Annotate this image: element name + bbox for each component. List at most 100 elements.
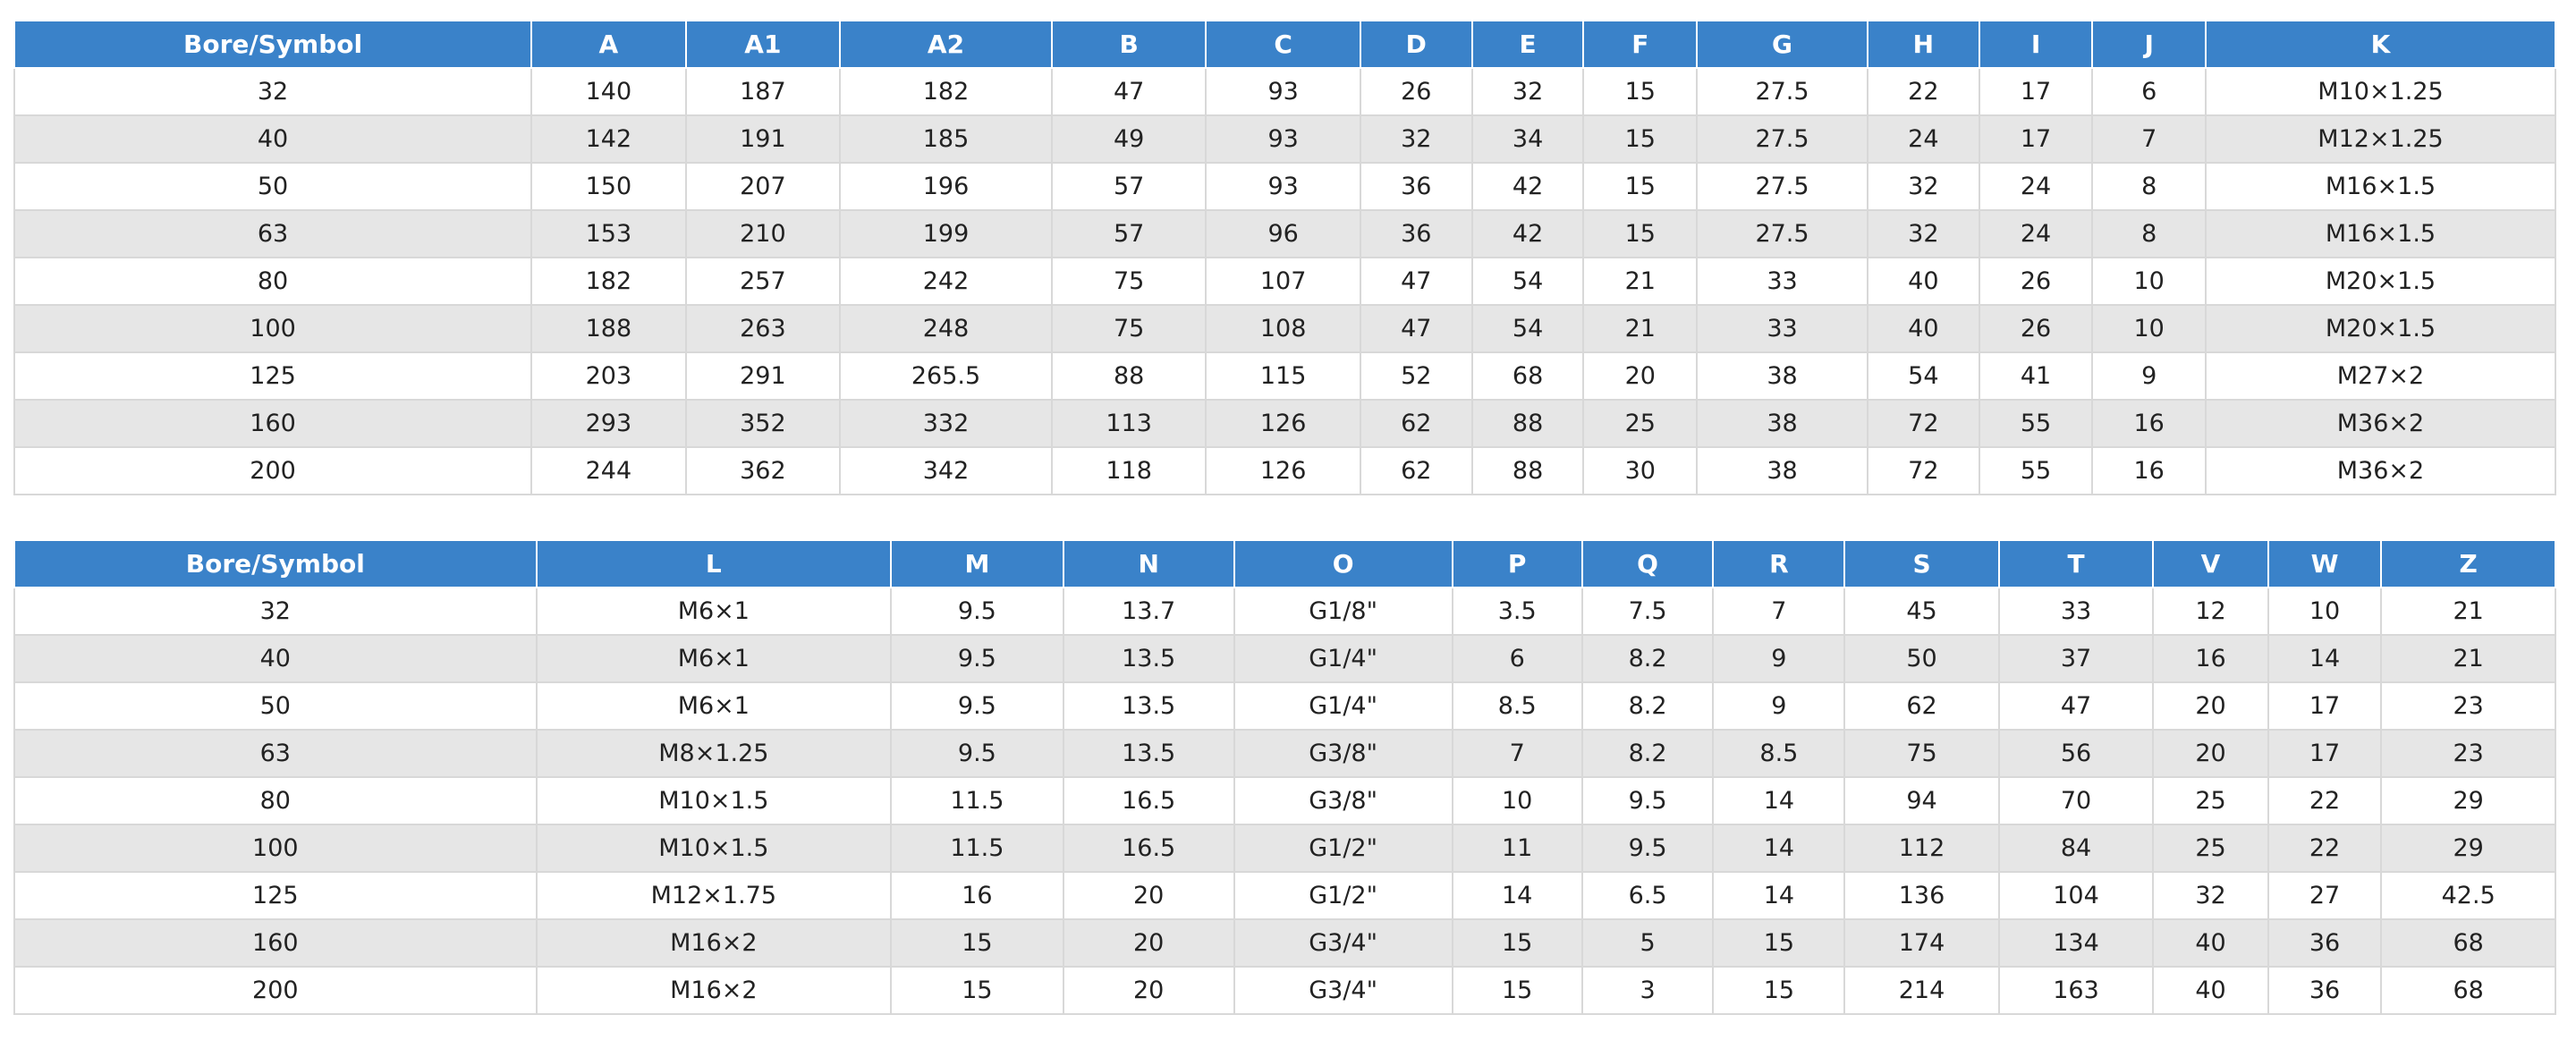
table-row: 125 203 291 265.5 88 115 52 68 20 38 54 41 9 M27×2 bbox=[13, 351, 2556, 401]
table-cell: 96 bbox=[1205, 209, 1361, 258]
table-cell: 14 bbox=[1712, 871, 1846, 920]
table-row: 160 293 352 332 113 126 62 88 25 38 72 55 16 M36×2 bbox=[13, 399, 2556, 448]
table-cell: 115 bbox=[1205, 351, 1361, 401]
table-cell: 63 bbox=[13, 209, 533, 258]
table-cell: 24 bbox=[1978, 209, 2094, 258]
table-row: 63 153 210 199 57 96 36 42 15 27.5 32 24 8 M16×1.5 bbox=[13, 209, 2556, 258]
table-cell: 11.5 bbox=[890, 824, 1064, 873]
table-cell: G3/8" bbox=[1233, 729, 1453, 778]
table-cell: 32 bbox=[1470, 67, 1585, 116]
table-cell: 25 bbox=[2152, 824, 2269, 873]
column-header: H bbox=[1866, 20, 1980, 69]
header-row: Bore/Symbol A A1 A2 B C D E F G H I J K bbox=[13, 20, 2556, 69]
column-header: C bbox=[1205, 20, 1361, 69]
table-cell: M10×1.25 bbox=[2205, 67, 2556, 116]
table-cell: 20 bbox=[1062, 918, 1235, 968]
table-cell: 27.5 bbox=[1696, 209, 1868, 258]
table-cell: 49 bbox=[1050, 114, 1208, 164]
table-cell: 38 bbox=[1696, 399, 1868, 448]
table-cell: 174 bbox=[1843, 918, 2000, 968]
table-cell: 25 bbox=[2152, 776, 2269, 825]
table-cell: 9.5 bbox=[890, 681, 1064, 731]
table-cell: 140 bbox=[530, 67, 687, 116]
table-cell: 33 bbox=[1696, 304, 1868, 353]
column-header: K bbox=[2205, 20, 2556, 69]
table-cell: 70 bbox=[1997, 776, 2155, 825]
table-cell: 14 bbox=[1451, 871, 1583, 920]
table-cell: 34 bbox=[1470, 114, 1585, 164]
table-cell: 150 bbox=[530, 162, 687, 211]
table-cell: 57 bbox=[1050, 209, 1208, 258]
table-row: 40 142 191 185 49 93 32 34 15 27.5 24 17 7 M12×1.25 bbox=[13, 114, 2556, 164]
table-cell: 199 bbox=[839, 209, 1053, 258]
table-cell: G1/4" bbox=[1233, 681, 1453, 731]
table-cell: 16 bbox=[2091, 446, 2207, 495]
table-cell: 40 bbox=[13, 634, 538, 683]
table-cell: 191 bbox=[684, 114, 842, 164]
table-cell: 63 bbox=[13, 729, 538, 778]
dimension-table: Bore/Symbol L M N O P Q R S T V W Z 32 M6×1 9.5 13.7 G1/8… bbox=[13, 539, 2556, 1015]
table-cell: 37 bbox=[1997, 634, 2155, 683]
column-header: O bbox=[1233, 539, 1453, 588]
table-cell: 13.5 bbox=[1062, 681, 1235, 731]
table-cell: 134 bbox=[1997, 918, 2155, 968]
column-header: A1 bbox=[684, 20, 842, 69]
table-cell: 93 bbox=[1205, 162, 1361, 211]
table-cell: 23 bbox=[2380, 681, 2556, 731]
table-row: 63 M8×1.25 9.5 13.5 G3/8" 7 8.2 8.5 75 56 20 17 23 bbox=[13, 729, 2556, 778]
table-cell: M36×2 bbox=[2205, 446, 2556, 495]
table-cell: 27.5 bbox=[1696, 114, 1868, 164]
table-cell: 32 bbox=[1866, 162, 1980, 211]
table-cell: 17 bbox=[2267, 681, 2383, 731]
table-cell: 24 bbox=[1866, 114, 1980, 164]
table-cell: 196 bbox=[839, 162, 1053, 211]
column-header: E bbox=[1470, 20, 1585, 69]
table-cell: 17 bbox=[1978, 67, 2094, 116]
table-cell: 40 bbox=[13, 114, 533, 164]
table-cell: 107 bbox=[1205, 257, 1361, 306]
table-row: 80 182 257 242 75 107 47 54 21 33 40 26 10 M20×1.5 bbox=[13, 257, 2556, 306]
table-cell: 142 bbox=[530, 114, 687, 164]
table-cell: 15 bbox=[890, 966, 1064, 1015]
table-cell: 200 bbox=[13, 446, 533, 495]
table-cell: M8×1.25 bbox=[535, 729, 893, 778]
table-cell: 11.5 bbox=[890, 776, 1064, 825]
column-header: N bbox=[1062, 539, 1235, 588]
table-cell: 125 bbox=[13, 871, 538, 920]
column-header: Z bbox=[2380, 539, 2556, 588]
table-cell: 36 bbox=[1359, 162, 1473, 211]
table-cell: 3.5 bbox=[1451, 587, 1583, 636]
table-cell: 52 bbox=[1359, 351, 1473, 401]
table-cell: 10 bbox=[1451, 776, 1583, 825]
table-row: 80 M10×1.5 11.5 16.5 G3/8" 10 9.5 14 94 70 25 22 29 bbox=[13, 776, 2556, 825]
column-header: G bbox=[1696, 20, 1868, 69]
table-cell: 50 bbox=[13, 162, 533, 211]
table-cell: G3/8" bbox=[1233, 776, 1453, 825]
table-cell: 182 bbox=[839, 67, 1053, 116]
table-cell: 3 bbox=[1580, 966, 1715, 1015]
table-cell: 248 bbox=[839, 304, 1053, 353]
table-cell: 362 bbox=[684, 446, 842, 495]
table-cell: 45 bbox=[1843, 587, 2000, 636]
table-cell: 9.5 bbox=[890, 729, 1064, 778]
table-cell: 263 bbox=[684, 304, 842, 353]
column-header: A2 bbox=[839, 20, 1053, 69]
table-cell: 29 bbox=[2380, 824, 2556, 873]
column-header: M bbox=[890, 539, 1064, 588]
table-cell: M16×1.5 bbox=[2205, 162, 2556, 211]
table-cell: 68 bbox=[2380, 966, 2556, 1015]
table-cell: 118 bbox=[1050, 446, 1208, 495]
table-cell: 342 bbox=[839, 446, 1053, 495]
table-cell: 200 bbox=[13, 966, 538, 1015]
table-cell: 185 bbox=[839, 114, 1053, 164]
table-row: 50 150 207 196 57 93 36 42 15 27.5 32 24 8 M16×1.5 bbox=[13, 162, 2556, 211]
table-cell: 14 bbox=[2267, 634, 2383, 683]
table-row: 100 M10×1.5 11.5 16.5 G1/2" 11 9.5 14 112 84 25 22 2… bbox=[13, 824, 2556, 873]
table-cell: M12×1.75 bbox=[535, 871, 893, 920]
table-cell: G1/2" bbox=[1233, 824, 1453, 873]
table-cell: 26 bbox=[1978, 257, 2094, 306]
table-cell: M6×1 bbox=[535, 634, 893, 683]
table-row: 200 244 362 342 118 126 62 88 30 38 72 55 16 M36×2 bbox=[13, 446, 2556, 495]
table-cell: 55 bbox=[1978, 399, 2094, 448]
